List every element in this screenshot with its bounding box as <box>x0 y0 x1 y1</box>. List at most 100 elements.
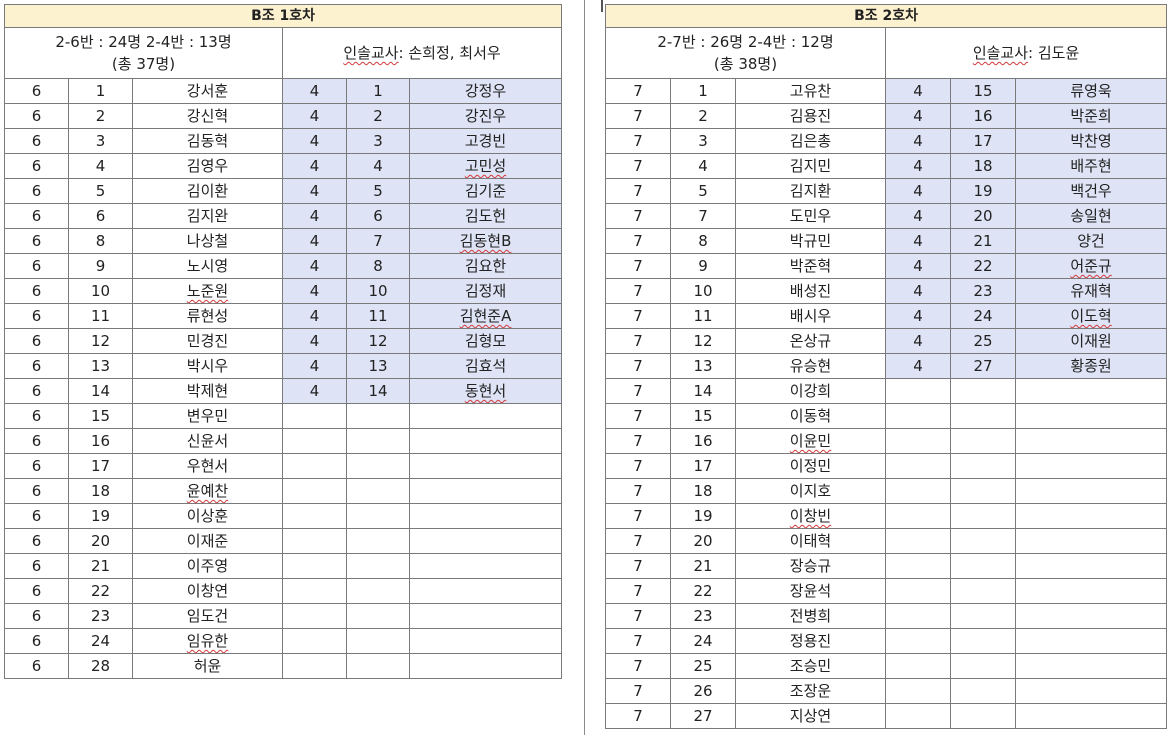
student-name-cell: 이정민 <box>735 453 886 479</box>
student-name-cell-text: 허윤 <box>193 657 222 675</box>
empty-cell <box>950 628 1016 654</box>
class-number-cell: 7 <box>605 103 671 129</box>
student-number-cell-text: 16 <box>693 432 713 450</box>
student-name-cell: 어준규 <box>1014 253 1168 279</box>
student-name-cell: 임유한 <box>132 628 283 654</box>
student-name-cell-text: 고민성 <box>464 157 507 175</box>
student-name-cell: 송일현 <box>1014 203 1168 229</box>
class-number-cell-text: 6 <box>31 107 42 125</box>
student-name-cell: 고유찬 <box>735 78 886 104</box>
empty-cell <box>885 478 951 504</box>
class-number-cell: 7 <box>605 453 671 479</box>
group2-roster-table: B조 2호차 2-7반 : 26명 2-4반 : 12명 (총 38명) 인솔교… <box>604 4 1168 729</box>
student-number-cell-text: 24 <box>90 632 111 650</box>
student-number-cell-text: 14 <box>693 382 713 400</box>
student-number-cell: 3 <box>670 128 736 154</box>
class-number-cell-text: 4 <box>913 257 923 275</box>
class-number-cell-text: 4 <box>913 82 923 100</box>
group2-teacher-cell: 인솔교사: 김도윤 <box>884 27 1168 79</box>
group2-teacher-names: : 김도윤 <box>1028 44 1080 62</box>
student-number-cell-text: 1 <box>698 82 708 100</box>
group2-teacher-label: 인솔교사 <box>972 44 1029 62</box>
class-number-cell-text: 7 <box>633 557 643 575</box>
empty-cell <box>346 603 410 629</box>
student-number-cell: 4 <box>670 153 736 179</box>
class-number-cell: 6 <box>4 328 69 354</box>
student-name-cell-text: 이태혁 <box>789 532 832 550</box>
class-number-cell-text: 6 <box>31 182 42 200</box>
student-number-cell-text: 5 <box>373 182 383 200</box>
student-name-cell-text: 류영욱 <box>1070 82 1112 100</box>
student-number-cell: 16 <box>950 103 1016 129</box>
empty-cell <box>408 653 563 679</box>
student-name-cell-text: 배시우 <box>789 307 832 325</box>
group1-teacher-label: 인솔교사 <box>343 44 399 62</box>
empty-cell <box>1014 553 1168 579</box>
student-number-cell: 17 <box>670 453 736 479</box>
student-name-cell-text: 강진우 <box>464 107 507 125</box>
student-number-cell-text: 23 <box>973 282 993 300</box>
student-number-cell: 20 <box>68 528 133 554</box>
student-number-cell-text: 13 <box>693 357 713 375</box>
class-number-cell: 4 <box>282 178 347 204</box>
student-name-cell-text: 박준혁 <box>789 257 832 275</box>
student-name-cell: 온상규 <box>735 328 886 354</box>
empty-cell <box>950 453 1016 479</box>
student-name-cell-text: 이재원 <box>1070 332 1112 350</box>
empty-cell <box>950 653 1016 679</box>
class-number-cell-text: 6 <box>31 432 42 450</box>
student-number-cell: 18 <box>950 153 1016 179</box>
table-row: 6 21 이주영 <box>4 553 563 579</box>
student-number-cell-text: 27 <box>973 357 993 375</box>
class-number-cell: 7 <box>605 178 671 204</box>
student-number-cell: 21 <box>670 553 736 579</box>
class-number-cell-text: 4 <box>309 307 320 325</box>
student-number-cell-text: 20 <box>973 207 993 225</box>
student-number-cell: 2 <box>346 103 410 129</box>
student-number-cell-text: 12 <box>368 332 388 350</box>
student-number-cell-text: 28 <box>90 657 111 675</box>
student-name-cell-text: 백건우 <box>1070 182 1112 200</box>
student-name-cell: 김지완 <box>132 203 283 229</box>
student-name-cell-text: 정용진 <box>789 632 832 650</box>
empty-cell <box>1014 703 1168 729</box>
student-number-cell: 6 <box>68 203 133 229</box>
student-number-cell-text: 4 <box>698 157 708 175</box>
student-name-cell-text: 이도혁 <box>1070 307 1112 325</box>
student-name-cell-text: 박제현 <box>186 382 229 400</box>
student-number-cell-text: 27 <box>693 707 713 725</box>
student-name-cell: 박찬영 <box>1014 128 1168 154</box>
student-number-cell: 15 <box>950 78 1016 104</box>
student-name-cell-text: 이윤민 <box>789 432 832 450</box>
student-name-cell-text: 온상규 <box>789 332 832 350</box>
student-number-cell-text: 7 <box>373 232 383 250</box>
student-number-cell-text: 12 <box>90 332 111 350</box>
table-row: 6 2 강신혁 4 2 강진우 <box>4 103 563 129</box>
table-row: 7 26 조장운 <box>605 678 1168 704</box>
student-number-cell-text: 18 <box>90 482 111 500</box>
student-name-cell: 이상훈 <box>132 503 283 529</box>
student-name-cell: 윤예찬 <box>132 478 283 504</box>
student-number-cell: 17 <box>950 128 1016 154</box>
student-name-cell-text: 장윤석 <box>789 582 832 600</box>
table-row: 6 12 민경진 4 12 김형모 <box>4 328 563 354</box>
student-number-cell-text: 7 <box>698 207 708 225</box>
student-number-cell-text: 3 <box>95 132 106 150</box>
student-name-cell-text: 김요한 <box>464 257 507 275</box>
table-row: 7 25 조승민 <box>605 653 1168 679</box>
empty-cell <box>408 403 563 429</box>
table-row: 6 22 이창연 <box>4 578 563 604</box>
table-row: 7 7 도민우 4 20 송일현 <box>605 203 1168 229</box>
class-number-cell: 7 <box>605 228 671 254</box>
student-name-cell-text: 강정우 <box>464 82 507 100</box>
student-number-cell: 1 <box>346 78 410 104</box>
class-number-cell-text: 4 <box>309 107 320 125</box>
class-number-cell-text: 4 <box>309 82 320 100</box>
student-number-cell: 1 <box>68 78 133 104</box>
student-name-cell-text: 김정재 <box>464 282 507 300</box>
student-name-cell-text: 이재준 <box>186 532 229 550</box>
student-name-cell: 이창연 <box>132 578 283 604</box>
student-name-cell: 강서훈 <box>132 78 283 104</box>
student-number-cell-text: 22 <box>90 582 111 600</box>
empty-cell <box>282 453 347 479</box>
